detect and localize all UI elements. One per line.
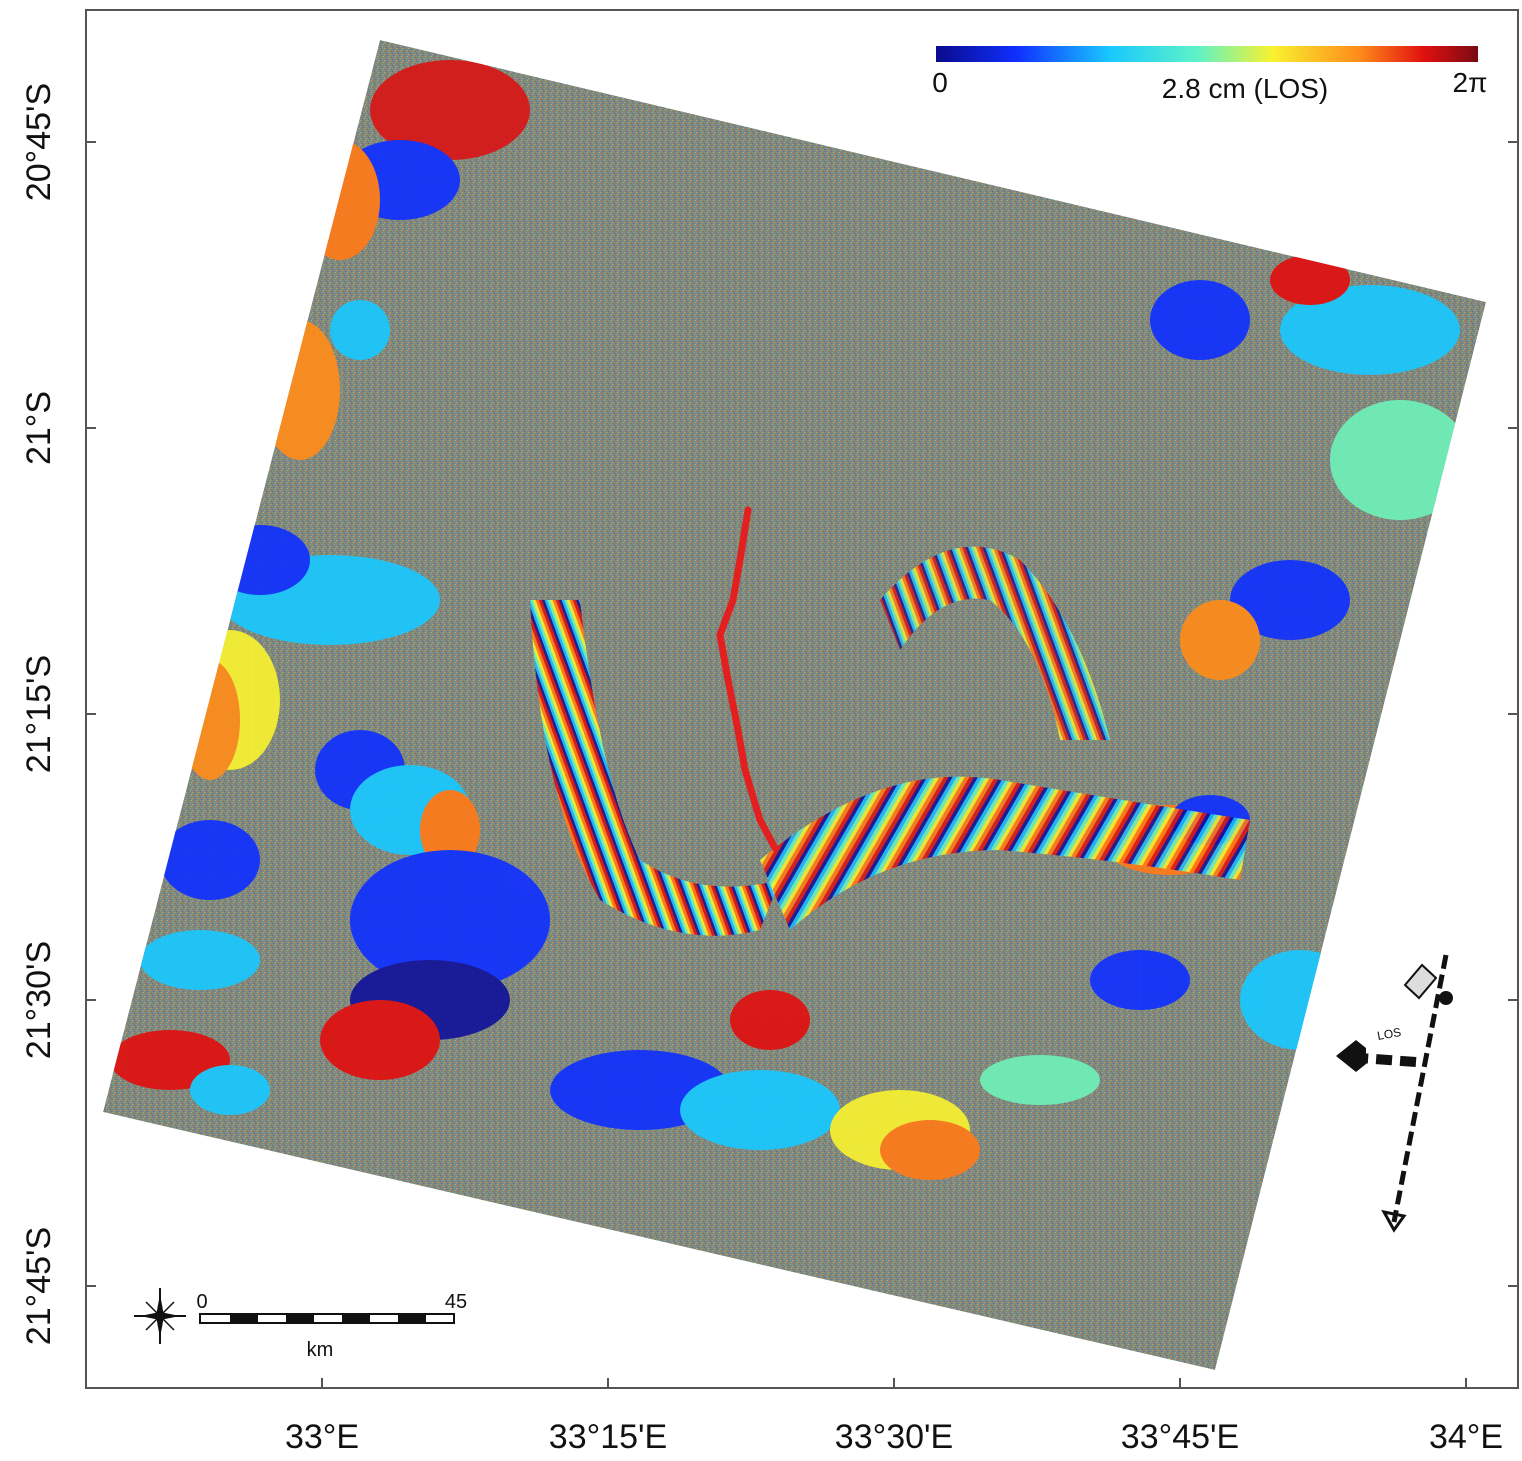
lon-label-34e: 34°E <box>1429 1418 1503 1456</box>
los-direction-indicator: LOS <box>1336 954 1453 1233</box>
los-arrow-icon <box>1336 1040 1366 1072</box>
longitude-axis: 33°E 33°15'E 33°30'E 33°45'E 34°E <box>285 1378 1503 1456</box>
scale-bar: 0 45 km <box>196 1291 467 1361</box>
lon-label-3315e: 33°15'E <box>549 1418 667 1456</box>
lon-label-3330e: 33°30'E <box>835 1418 953 1456</box>
lat-label-2145s: 21°45'S <box>20 1227 58 1345</box>
los-label: LOS <box>1376 1025 1402 1043</box>
map-frame <box>85 9 1519 1389</box>
colorbar-min-label: 0 <box>932 67 948 98</box>
scale-end-label: 45 <box>445 1291 467 1313</box>
colorbar-ramp <box>936 46 1478 62</box>
interferogram-scene <box>103 40 1486 1370</box>
lat-label-2130s: 21°30'S <box>20 941 58 1059</box>
latitude-axis: 20°45'S 21°S 21°15'S 21°30'S 21°45'S <box>20 83 1518 1345</box>
satellite-icon <box>1403 963 1438 1000</box>
scale-unit-label: km <box>307 1339 334 1361</box>
lat-label-2115s: 21°15'S <box>20 655 58 773</box>
lat-label-21s: 21°S <box>20 391 58 465</box>
lon-label-33e: 33°E <box>285 1418 359 1456</box>
scale-start-label: 0 <box>196 1291 207 1313</box>
lat-label-2045s: 20°45'S <box>20 83 58 201</box>
colorbar-center-label: 2.8 cm (LOS) <box>1162 73 1328 104</box>
flight-track-line <box>1391 954 1449 1223</box>
fault-trace <box>716 506 779 852</box>
colorbar: 0 2.8 cm (LOS) 2π <box>932 46 1487 104</box>
lon-label-3345e: 33°45'E <box>1121 1418 1239 1456</box>
flight-direction-arrow-icon <box>1381 1209 1407 1233</box>
compass-rose-icon <box>134 1288 186 1344</box>
colorbar-max-label: 2π <box>1453 67 1488 98</box>
deformation-fringes <box>530 546 1250 936</box>
